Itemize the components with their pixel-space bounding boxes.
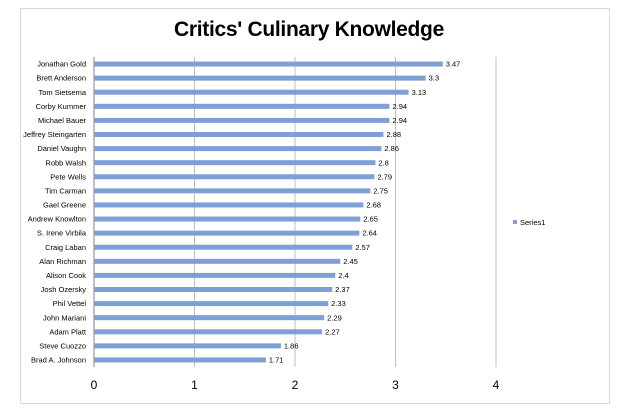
data-label: 2.45 [343, 257, 358, 266]
data-label: 2.75 [373, 186, 388, 195]
x-tick-label: 0 [91, 378, 98, 392]
gridlines [93, 57, 497, 367]
category-label: John Mariani [43, 313, 86, 322]
category-label: Brad A. Johnson [31, 356, 86, 365]
data-label: 2.94 [392, 116, 407, 125]
data-label: 1.86 [284, 341, 299, 350]
bar [94, 89, 409, 95]
bars [94, 61, 443, 363]
category-label: Daniel Vaughn [37, 144, 86, 153]
data-label: 2.29 [327, 313, 342, 322]
bar [94, 315, 325, 321]
bar [94, 272, 336, 278]
x-tick-label: 2 [292, 378, 299, 392]
category-label: Alison Cook [46, 271, 86, 280]
x-tick-label: 4 [493, 378, 500, 392]
category-label: Steve Cuozzo [39, 341, 86, 350]
bar [94, 132, 384, 137]
labels: 0 1 2 3 4 Jonathan Gold 3.47 Brett Anderson 3.3 T… [23, 60, 499, 392]
category-label: Phil Vettel [53, 299, 87, 308]
category-label: Josh Ozersky [41, 285, 87, 294]
data-label: 2.94 [392, 102, 407, 111]
category-label: Robb Walsh [45, 158, 86, 167]
data-label: 2.8 [378, 158, 388, 167]
category-label: Adam Platt [49, 327, 87, 336]
bar [94, 287, 333, 292]
category-label: Brett Anderson [36, 74, 86, 83]
data-label: 2.65 [363, 215, 378, 224]
x-tick-label: 1 [191, 378, 198, 392]
legend-swatch [513, 220, 517, 224]
bar [94, 258, 341, 264]
category-label: Michael Bauer [38, 116, 86, 125]
category-label: Andrew Knowlton [28, 215, 86, 224]
bar [94, 174, 375, 180]
data-label: 2.33 [331, 299, 346, 308]
data-label: 2.27 [325, 327, 340, 336]
legend-label: Series1 [520, 218, 545, 227]
bar [94, 117, 390, 123]
chart-title: Critics' Culinary Knowledge [174, 18, 444, 41]
data-label: 3.47 [446, 60, 461, 69]
category-label: Jonathan Gold [37, 60, 86, 69]
legend: Series1 [513, 218, 545, 227]
category-label: Tom Sietsema [38, 88, 86, 97]
data-label: 3.3 [429, 74, 439, 83]
bar [94, 357, 266, 363]
bar [94, 301, 329, 307]
category-label: Pete Wells [50, 172, 86, 181]
category-label: Gael Greene [43, 201, 86, 210]
x-tick-label: 3 [392, 378, 399, 392]
data-label: 2.88 [386, 130, 401, 139]
bar [94, 103, 390, 109]
bar [94, 343, 281, 349]
bar [94, 146, 382, 152]
data-label: 1.71 [269, 356, 284, 365]
bar [94, 216, 361, 222]
category-label: Alan Richman [39, 257, 86, 266]
data-label: 2.37 [335, 285, 350, 294]
category-label: Craig Laban [45, 243, 86, 252]
category-label: Jeffrey Steingarten [23, 130, 86, 139]
category-label: Corby Kummer [36, 102, 87, 111]
bar [94, 230, 360, 236]
category-label: Tim Carman [45, 186, 86, 195]
bar [94, 160, 376, 166]
data-label: 2.64 [362, 229, 377, 238]
bar [94, 61, 443, 67]
bar [94, 329, 323, 335]
bar [94, 188, 371, 194]
category-label: S. Irene Virbila [37, 229, 87, 238]
bar [94, 244, 353, 250]
bar [94, 75, 426, 81]
data-label: 2.86 [384, 144, 399, 153]
data-label: 2.57 [355, 243, 370, 252]
data-label: 2.68 [366, 201, 381, 210]
data-label: 3.13 [412, 88, 427, 97]
data-label: 2.4 [338, 271, 348, 280]
bar [94, 202, 364, 208]
data-label: 2.79 [377, 172, 392, 181]
